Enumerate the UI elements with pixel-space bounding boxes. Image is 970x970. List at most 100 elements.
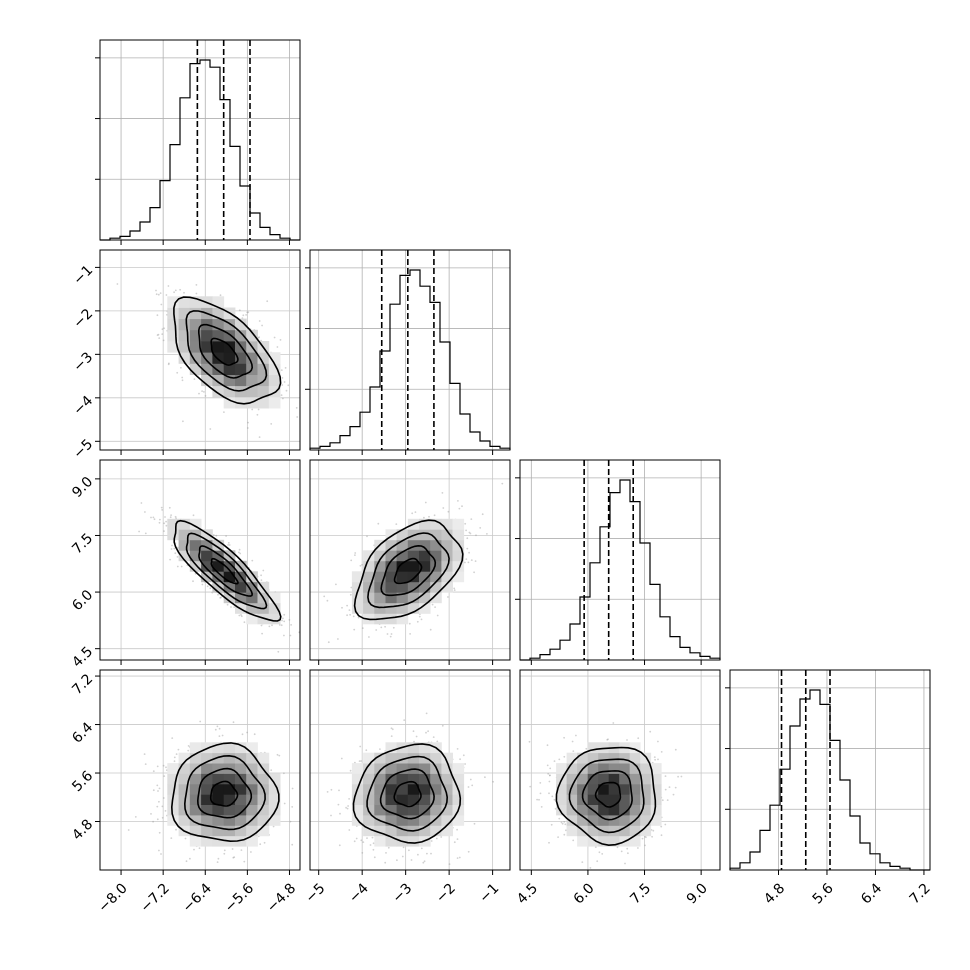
sample-point — [361, 852, 364, 854]
sample-point — [359, 745, 362, 748]
density-cell — [385, 550, 398, 562]
sample-point — [387, 846, 390, 849]
density-cell — [419, 518, 431, 530]
sample-point — [295, 407, 298, 409]
histogram-step-line — [100, 59, 300, 241]
sample-point — [180, 565, 183, 568]
density-cell — [212, 742, 225, 754]
sample-point — [203, 391, 205, 393]
histogram-panel-2 — [515, 459, 721, 661]
density-cell — [189, 804, 202, 816]
density-cell — [363, 602, 375, 614]
sample-point — [260, 574, 262, 577]
sample-point — [266, 876, 268, 878]
sample-point — [127, 829, 130, 831]
sample-point — [217, 857, 220, 860]
sample-point — [338, 844, 341, 847]
sample-point — [390, 735, 393, 737]
density-cell — [223, 742, 236, 754]
sample-point — [291, 806, 294, 808]
density-cell — [246, 592, 258, 604]
sample-point — [243, 860, 246, 863]
density-cell — [212, 550, 225, 562]
density-cell — [246, 742, 258, 754]
sample-point — [277, 650, 280, 653]
density-cell — [396, 539, 409, 551]
sample-point — [157, 790, 159, 792]
density-cell — [246, 613, 258, 625]
density-cell — [363, 815, 375, 826]
sample-point — [372, 842, 375, 845]
sample-point — [273, 336, 276, 339]
sample-point — [473, 822, 476, 825]
panel-background — [100, 40, 300, 240]
sample-point — [152, 770, 155, 773]
sample-point — [164, 516, 166, 518]
panel-frame — [99, 459, 301, 661]
sample-point — [442, 507, 445, 509]
sample-point — [158, 337, 161, 339]
density-cell — [385, 560, 398, 572]
density-cell — [385, 592, 398, 604]
density-cell — [178, 763, 191, 774]
panel-content — [100, 460, 300, 660]
sample-point — [171, 737, 174, 739]
density-cell — [178, 529, 191, 541]
density-cell — [246, 581, 258, 593]
sample-point — [431, 603, 434, 606]
density-cell — [396, 592, 409, 604]
sample-point — [379, 748, 381, 750]
sample-point — [184, 837, 187, 840]
density-cell — [201, 773, 213, 785]
contour-line — [170, 742, 280, 843]
sample-point — [253, 733, 256, 736]
sample-point — [217, 593, 219, 596]
density-cell — [396, 613, 409, 625]
sample-point — [456, 748, 459, 750]
sample-point — [465, 558, 468, 560]
sample-point — [250, 879, 252, 881]
density-cell — [268, 352, 281, 364]
density-cell — [396, 529, 409, 541]
sample-point — [361, 563, 363, 566]
sample-point — [214, 728, 217, 731]
contour-line — [393, 557, 423, 585]
density-cell — [419, 783, 431, 795]
sample-point — [339, 812, 341, 815]
density-cell — [178, 783, 191, 795]
sample-point — [417, 853, 419, 856]
sample-point — [441, 492, 444, 494]
density-cell — [223, 571, 236, 583]
sample-point — [338, 789, 340, 792]
density-cell — [246, 374, 258, 387]
sample-point — [228, 544, 231, 546]
density-cell — [223, 581, 236, 593]
density-cell — [407, 804, 420, 816]
density-cell — [246, 783, 258, 795]
sample-point — [467, 786, 470, 788]
density-cell — [257, 815, 270, 826]
sample-point — [170, 837, 173, 839]
sample-point — [434, 606, 436, 608]
sample-point — [453, 587, 456, 590]
sample-point — [384, 625, 386, 628]
density-cell — [246, 773, 258, 785]
density-cell — [235, 815, 247, 826]
sample-point — [201, 390, 204, 392]
density-cell — [419, 571, 431, 583]
sample-point — [159, 292, 162, 294]
sample-point — [346, 807, 349, 810]
sample-point — [260, 579, 263, 582]
sample-point — [468, 531, 471, 534]
sample-point — [390, 633, 393, 635]
density-cell — [407, 794, 420, 805]
density-cell — [452, 560, 465, 572]
density-cell — [441, 529, 453, 541]
sample-point — [174, 289, 177, 292]
density-cell — [452, 518, 465, 530]
sample-point — [287, 384, 290, 387]
density-cell — [178, 752, 191, 764]
sample-point — [158, 521, 161, 524]
density-cell — [430, 560, 442, 572]
sample-point — [173, 756, 176, 759]
